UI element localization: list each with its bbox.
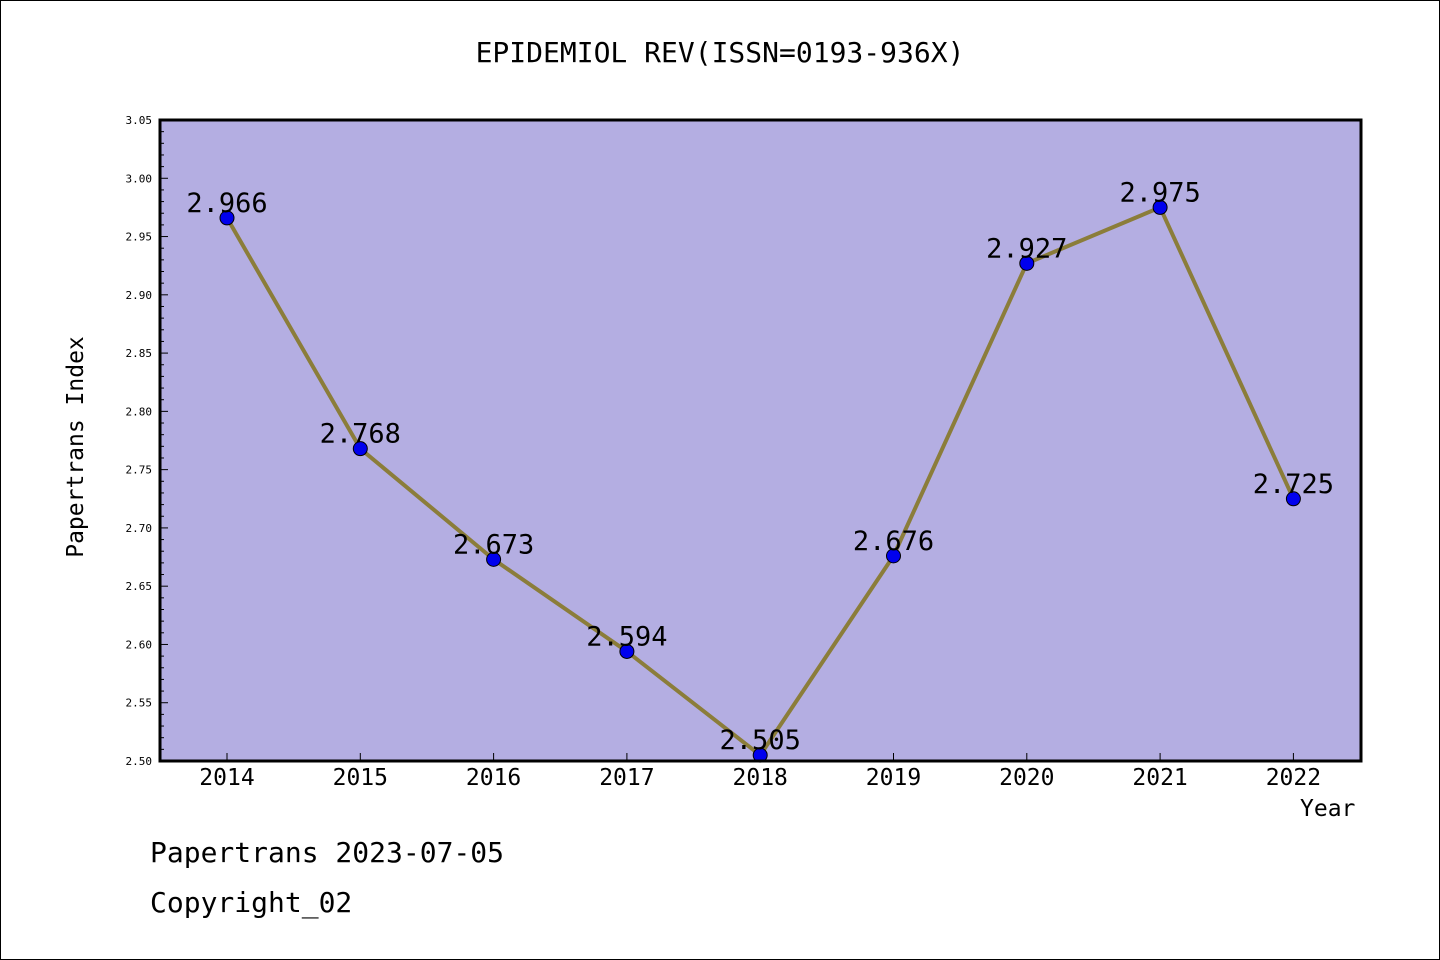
data-point (219, 210, 235, 226)
x-tick-label: 2016 (466, 765, 521, 791)
y-tick-label: 3.00 (126, 172, 153, 185)
data-label: 2.927 (986, 233, 1067, 264)
y-tick-label: 2.50 (126, 755, 153, 768)
data-label: 2.594 (586, 621, 667, 652)
plot-background (160, 120, 1361, 761)
y-tick-label: 2.80 (126, 405, 153, 418)
data-label: 2.966 (186, 188, 267, 219)
y-tick-label: 2.55 (126, 697, 153, 710)
x-tick-label: 2021 (1132, 765, 1187, 791)
x-tick-label: 2015 (333, 765, 388, 791)
data-label: 2.673 (453, 529, 534, 560)
data-point (1285, 491, 1301, 507)
y-tick-label: 2.60 (126, 638, 153, 651)
x-tick-label: 2018 (733, 765, 788, 791)
data-point (886, 548, 901, 564)
x-tick-label: 2014 (199, 765, 254, 791)
data-label: 2.975 (1119, 177, 1200, 208)
data-point (1019, 255, 1035, 271)
data-point (352, 441, 368, 457)
plot-border (158, 118, 1363, 763)
x-axis-label: Year (1300, 796, 1356, 822)
y-tick-label: 3.05 (126, 114, 153, 127)
x-tick-label: 2022 (1266, 765, 1321, 791)
data-label: 2.725 (1253, 469, 1334, 500)
y-tick-label: 2.70 (126, 522, 153, 535)
y-axis-label: Papertrans Index (63, 336, 89, 558)
data-label: 2.505 (720, 725, 801, 756)
y-tick-label: 2.65 (126, 580, 153, 593)
data-point (486, 551, 502, 567)
x-tick-label: 2020 (999, 765, 1054, 791)
y-tick-label: 2.75 (126, 464, 153, 477)
y-tick-label: 2.90 (126, 289, 153, 302)
data-point (619, 643, 635, 659)
data-label: 2.768 (320, 419, 401, 450)
footer-copyright: Copyright_02 (150, 886, 353, 919)
footer-date: Papertrans 2023-07-05 (150, 836, 505, 869)
data-label: 2.676 (853, 526, 934, 557)
x-tick-label: 2019 (866, 765, 921, 791)
y-tick-label: 2.85 (126, 347, 153, 360)
y-tick-label: 2.95 (126, 231, 153, 244)
x-tick-label: 2017 (599, 765, 654, 791)
chart-title: EPIDEMIOL REV(ISSN=0193-936X) (475, 36, 965, 69)
data-point (1152, 199, 1168, 215)
